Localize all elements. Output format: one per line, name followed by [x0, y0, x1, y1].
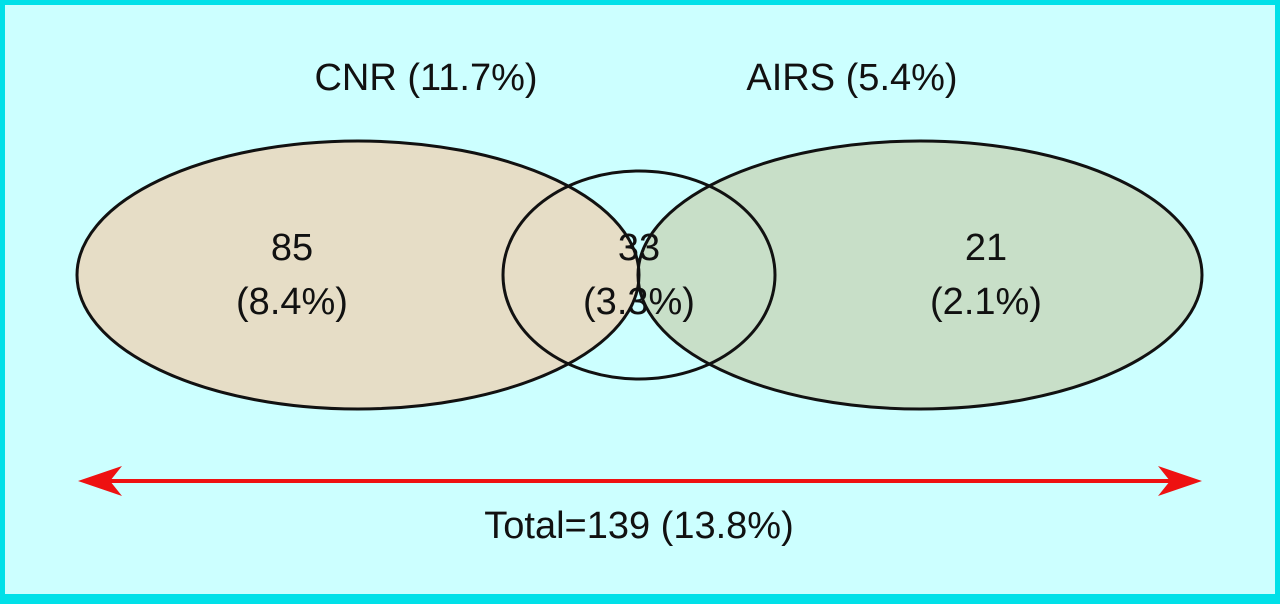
left-only-percent: (8.4%): [236, 281, 348, 323]
set-right-fill: [638, 141, 1202, 409]
total-arrow-right-head: [1158, 466, 1202, 496]
left-only-count: 85: [271, 227, 313, 269]
overlap-percent: (3.3%): [583, 281, 695, 323]
overlap-count: 33: [618, 227, 660, 269]
set-left-title: CNR (11.7%): [314, 57, 537, 99]
overlap-ellipse: [501, 169, 777, 381]
set-right-title: AIRS (5.4%): [746, 57, 957, 99]
set-left-fill: [77, 141, 639, 409]
right-only-count: 21: [965, 227, 1007, 269]
total-arrow-left-head: [78, 466, 122, 496]
set-right-outline: [636, 139, 1204, 411]
right-only-percent: (2.1%): [930, 281, 1042, 323]
total-label: Total=139 (13.8%): [484, 505, 793, 547]
